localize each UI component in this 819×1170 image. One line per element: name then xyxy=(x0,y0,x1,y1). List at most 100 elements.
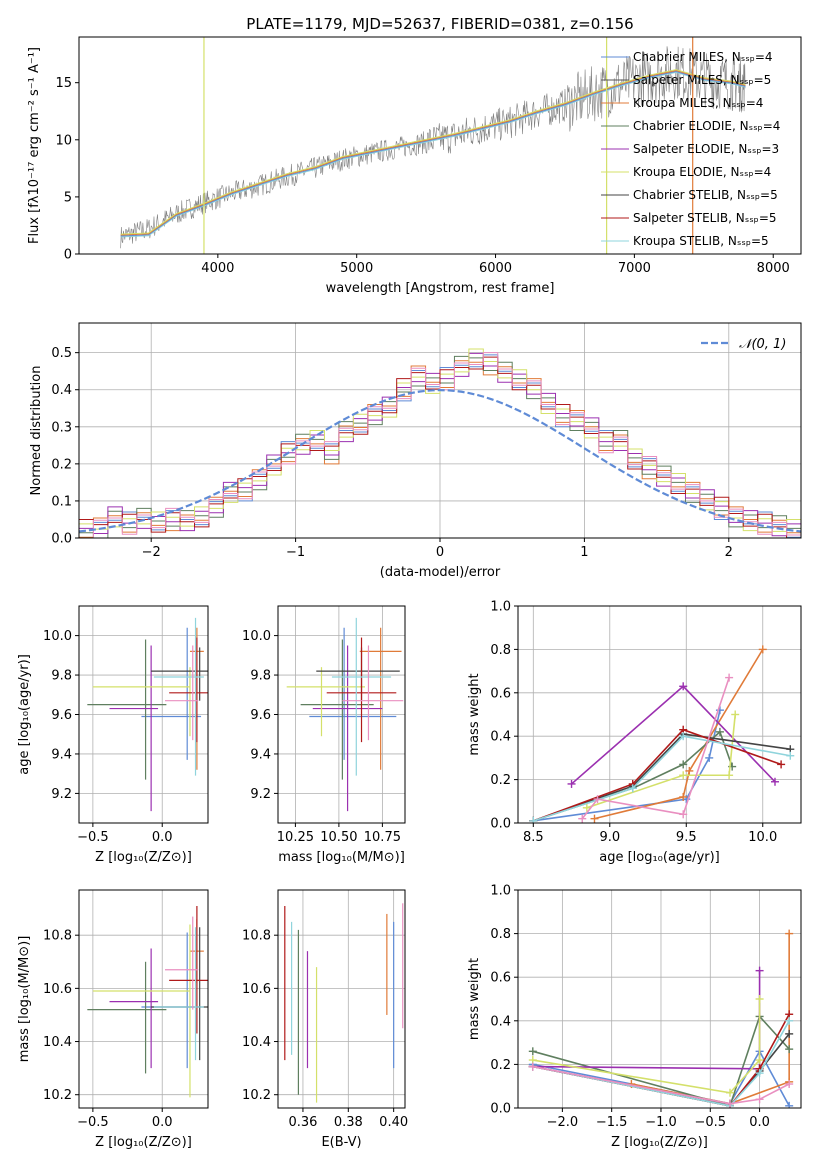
y-axis-label: age [log₁₀(age/yr)] xyxy=(17,654,32,775)
weight-series-line xyxy=(533,733,791,822)
plot-area xyxy=(529,645,795,823)
legend-label: Chabrier STELIB, Nₛₛₚ=5 xyxy=(633,188,778,202)
data-spectrum-line xyxy=(120,46,746,249)
weight-point xyxy=(758,645,767,654)
y-tick-label: 0.1 xyxy=(51,494,72,509)
x-tick-label: 10.25 xyxy=(277,830,314,845)
weight-series-line xyxy=(533,709,721,822)
weight-series-line xyxy=(594,648,764,820)
panel-age-vs-z: −0.5 0.0 9.2 9.4 9.6 9.8 10.0 Z [log₁₀(Z/Z⊙)] ag… xyxy=(17,605,209,865)
x-tick-label: 10.50 xyxy=(320,830,357,845)
weight-series-line xyxy=(533,735,791,822)
panel-weight-vs-age: 8.5 9.0 9.5 10.0 0.0 0.2 0.4 0.6 0.8 1.0 age [log₁… xyxy=(467,600,802,865)
axes-frame xyxy=(78,889,209,1109)
x-tick-label: 2 xyxy=(725,545,733,560)
histogram-step xyxy=(79,352,801,538)
weight-point xyxy=(726,1099,735,1108)
y-tick-label: 10.4 xyxy=(43,1035,72,1050)
y-tick-label: 10.6 xyxy=(43,982,72,997)
y-tick-label: 0.0 xyxy=(490,1102,511,1117)
y-tick-label: 0.4 xyxy=(51,383,72,398)
x-tick-label: 6000 xyxy=(479,261,512,276)
panel-mass-vs-ebv: 0.36 0.38 0.40 10.2 10.4 10.6 10.8 E(B-V) xyxy=(242,889,408,1150)
plot-area xyxy=(120,37,746,254)
axes-frame xyxy=(78,322,802,539)
weight-series-line xyxy=(532,1065,790,1105)
panel-residuals: −2 −1 0 1 2 0.0 0.1 0.2 0.3 0.4 0.5 𝒩(0, 1) (data-mo… xyxy=(29,322,802,580)
y-tick-label: 0.5 xyxy=(51,346,72,361)
x-tick-label: −0.5 xyxy=(694,1115,726,1130)
x-axis-label: wavelength [Angstrom, rest frame] xyxy=(326,281,555,296)
x-tick-label: 7000 xyxy=(618,261,651,276)
legend-label: Salpeter MILES, Nₛₛₚ=5 xyxy=(633,73,771,87)
x-tick-label: 0.0 xyxy=(152,1115,173,1130)
weight-point xyxy=(777,760,786,769)
y-tick-label: 5 xyxy=(64,190,72,205)
y-tick-label: 10.0 xyxy=(43,629,72,644)
weight-point xyxy=(679,792,688,801)
weight-point xyxy=(725,771,734,780)
y-tick-label: 0.8 xyxy=(490,927,511,942)
x-tick-label: 4000 xyxy=(201,261,234,276)
y-tick-label: 9.2 xyxy=(250,787,271,802)
plot-area xyxy=(87,905,208,1098)
axes-frame xyxy=(78,36,802,255)
x-tick-label: −1.5 xyxy=(596,1115,628,1130)
weight-point xyxy=(785,1080,794,1089)
weight-point xyxy=(679,810,688,819)
weight-point xyxy=(785,1045,794,1054)
y-tick-label: 1.0 xyxy=(490,600,511,615)
y-axis-label: mass weight xyxy=(467,958,482,1040)
y-axis-label: Flux [fλ10⁻¹⁷ erg cm⁻² s⁻¹ A⁻¹] xyxy=(27,47,42,244)
weight-point xyxy=(715,706,724,715)
weight-point xyxy=(590,814,599,823)
y-tick-label: 0.4 xyxy=(490,730,511,745)
weight-point xyxy=(755,966,764,975)
legend-label: 𝒩(0, 1) xyxy=(739,337,786,352)
y-tick-label: 9.8 xyxy=(250,669,271,684)
y-tick-label: 10.4 xyxy=(242,1035,271,1050)
plot-area xyxy=(79,348,801,538)
weight-point xyxy=(726,1088,735,1097)
x-tick-label: −1.0 xyxy=(645,1115,677,1130)
weight-point xyxy=(705,753,714,762)
y-tick-label: 0.2 xyxy=(490,1058,511,1073)
y-tick-label: 0.2 xyxy=(490,773,511,788)
x-tick-label: 0.40 xyxy=(379,1115,408,1130)
x-tick-label: 9.5 xyxy=(676,830,697,845)
x-axis-label: Z [log₁₀(Z/Z⊙)] xyxy=(611,1135,708,1150)
weight-series-line xyxy=(532,970,761,1070)
weight-point xyxy=(785,1101,794,1108)
plot-area xyxy=(286,617,404,812)
y-tick-label: 9.4 xyxy=(51,747,72,762)
legend-label: Kroupa ELODIE, Nₛₛₚ=4 xyxy=(633,165,771,179)
x-tick-label: 10.75 xyxy=(364,830,401,845)
weight-point xyxy=(685,766,694,775)
weight-point xyxy=(528,1047,537,1056)
y-tick-label: 0.6 xyxy=(490,971,511,986)
weight-point xyxy=(725,673,734,682)
x-tick-label: −2.0 xyxy=(547,1115,579,1130)
y-tick-label: 1.0 xyxy=(490,884,511,899)
x-axis-label: Z [log₁₀(Z/Z⊙)] xyxy=(95,850,192,865)
weight-point xyxy=(786,751,795,760)
model-spectrum-line xyxy=(120,69,746,235)
x-tick-label: 5000 xyxy=(340,261,373,276)
x-tick-label: 10.0 xyxy=(748,830,777,845)
axes-frame xyxy=(517,605,802,824)
plot-area xyxy=(87,617,208,812)
panel-spectrum: 4000 5000 6000 7000 8000 0 5 10 15 Chabrier MILES… xyxy=(27,15,802,296)
y-axis-label: mass [log₁₀(M/M⊙)] xyxy=(17,936,32,1063)
x-tick-label: 9.0 xyxy=(599,830,620,845)
y-tick-label: 0.8 xyxy=(490,643,511,658)
y-tick-label: 9.6 xyxy=(51,708,72,723)
weight-point xyxy=(679,732,688,741)
x-axis-label: age [log₁₀(age/yr)] xyxy=(599,850,720,865)
weight-point xyxy=(715,727,724,736)
panel-age-vs-mass: 10.25 10.50 10.75 9.2 9.4 9.6 9.8 10.0 mass [log… xyxy=(242,605,406,865)
weight-point xyxy=(567,779,576,788)
legend-label: Kroupa STELIB, Nₛₛₚ=5 xyxy=(633,234,769,248)
x-tick-label: 1 xyxy=(580,545,588,560)
weight-point xyxy=(755,1069,764,1078)
